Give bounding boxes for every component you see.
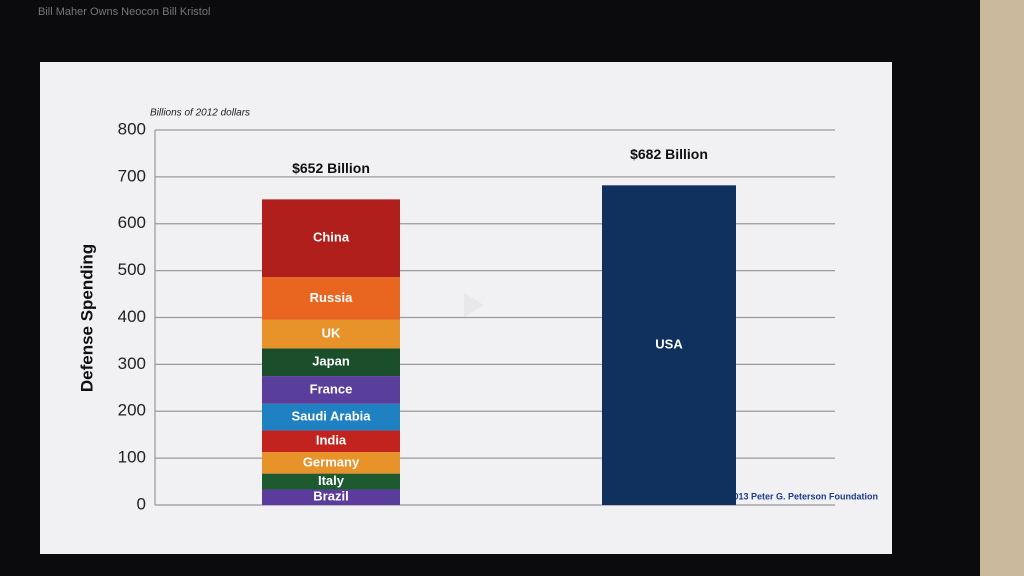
play-icon[interactable] <box>464 293 484 317</box>
y-tick-label: 800 <box>118 119 146 138</box>
y-tick-label: 200 <box>118 401 146 420</box>
bar-segment <box>262 473 400 490</box>
segment-label: Russia <box>310 290 353 305</box>
bar-segment <box>262 489 400 505</box>
segment-label: Germany <box>303 454 360 469</box>
segment-label: France <box>310 381 353 396</box>
segment-label: USA <box>655 337 683 352</box>
y-tick-label: 700 <box>118 166 146 185</box>
bar-segment <box>262 319 400 349</box>
segment-label: India <box>316 433 347 448</box>
y-tick-label: 600 <box>118 213 146 232</box>
segment-label: Saudi Arabia <box>292 409 372 424</box>
unit-note: Billions of 2012 dollars <box>150 108 250 119</box>
stack-total-label: $652 Billion <box>292 160 370 176</box>
segment-label: UK <box>322 326 341 341</box>
bar-segment <box>262 430 400 453</box>
bar-segment <box>262 403 400 431</box>
video-title: Bill Maher Owns Neocon Bill Kristol <box>38 6 210 18</box>
y-tick-label: 100 <box>118 448 146 467</box>
y-tick-label: 0 <box>137 494 146 513</box>
bar-segment <box>262 199 400 278</box>
segment-label: Japan <box>312 354 350 369</box>
y-tick-label: 500 <box>118 260 146 279</box>
bar-segment <box>262 376 400 404</box>
y-tick-label: 400 <box>118 307 146 326</box>
stack-total-label: $682 Billion <box>630 146 708 162</box>
segment-label: Italy <box>318 473 345 488</box>
bar-segment <box>262 277 400 320</box>
wall <box>980 0 1024 576</box>
segment-label: Brazil <box>313 489 348 504</box>
y-axis-label: Defense Spending <box>77 244 96 392</box>
bar-segment <box>602 185 736 505</box>
y-tick-label: 300 <box>118 354 146 373</box>
bar-segment <box>262 348 400 377</box>
source: ©2013 Peter G. Peterson Foundation <box>722 491 878 501</box>
segment-label: China <box>313 230 350 245</box>
bar-segment <box>262 452 400 474</box>
